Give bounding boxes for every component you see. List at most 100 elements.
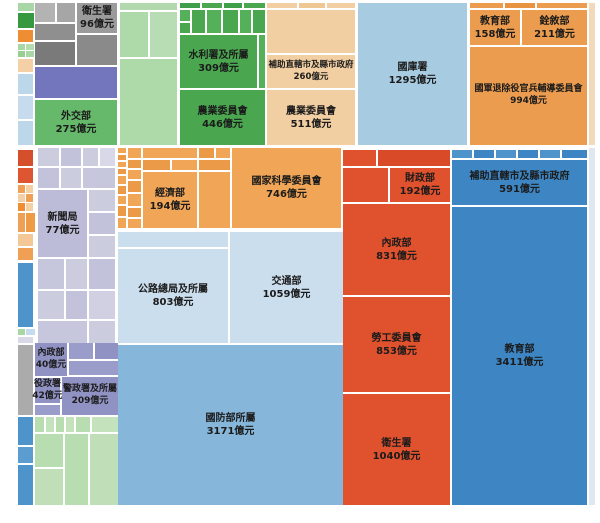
- treemap-cell[interactable]: [89, 236, 115, 257]
- treemap-cell[interactable]: [267, 3, 297, 8]
- treemap-cell[interactable]: [35, 405, 60, 415]
- treemap-cell-guoku-shu-1295[interactable]: 國庫署 1295億元: [358, 3, 467, 145]
- treemap-cell-quanxu-bu-211[interactable]: 銓敘部 211億元: [522, 10, 587, 45]
- treemap-cell[interactable]: [537, 3, 587, 8]
- treemap-cell[interactable]: [46, 417, 54, 432]
- treemap-cell[interactable]: [69, 343, 93, 359]
- treemap-cell[interactable]: [216, 148, 230, 158]
- treemap-cell[interactable]: [65, 434, 88, 505]
- treemap-cell[interactable]: [118, 196, 126, 204]
- treemap-cell[interactable]: [95, 343, 118, 359]
- treemap-cell[interactable]: [202, 3, 222, 8]
- treemap-cell[interactable]: [118, 218, 126, 228]
- treemap-cell[interactable]: [18, 185, 25, 193]
- treemap-cell[interactable]: [100, 148, 115, 166]
- treemap-cell[interactable]: [26, 194, 33, 202]
- treemap-cell[interactable]: [505, 3, 535, 8]
- treemap-cell[interactable]: [199, 160, 230, 170]
- treemap-cell[interactable]: [180, 10, 190, 21]
- treemap-cell[interactable]: [18, 3, 34, 11]
- treemap-cell[interactable]: [89, 213, 115, 234]
- treemap-cell[interactable]: [199, 148, 214, 158]
- treemap-cell[interactable]: [18, 150, 33, 166]
- treemap-cell[interactable]: [18, 96, 33, 119]
- treemap-cell-buzhu-xianshi-260[interactable]: 補助直轄市及縣市政府 260億元: [267, 55, 355, 88]
- treemap-cell[interactable]: [343, 168, 388, 202]
- treemap-cell[interactable]: [540, 150, 560, 158]
- treemap-cell[interactable]: [26, 213, 35, 232]
- treemap-cell[interactable]: [267, 10, 355, 53]
- treemap-cell-shuili-shu-309[interactable]: 水利署及所屬 309億元: [180, 35, 257, 88]
- treemap-cell[interactable]: [120, 12, 148, 57]
- treemap-cell[interactable]: [26, 51, 34, 57]
- treemap-cell[interactable]: [496, 150, 516, 158]
- treemap-cell[interactable]: [474, 150, 494, 158]
- treemap-cell[interactable]: [69, 361, 118, 375]
- treemap-cell[interactable]: [452, 150, 472, 158]
- treemap-cell[interactable]: [18, 248, 33, 260]
- treemap-cell[interactable]: [172, 160, 197, 170]
- treemap-cell[interactable]: [26, 44, 34, 50]
- treemap-cell[interactable]: [76, 417, 90, 432]
- treemap-cell[interactable]: [18, 51, 25, 57]
- treemap-cell-jingji-bu-194[interactable]: 經濟部 194億元: [143, 172, 197, 228]
- treemap-cell[interactable]: [83, 148, 98, 166]
- treemap-cell-laogong-weiyuanhui-853[interactable]: 勞工委員會 853億元: [343, 297, 450, 392]
- treemap-cell-gonglu-zongju-803[interactable]: 公路總局及所屬 803億元: [118, 249, 228, 343]
- treemap-cell[interactable]: [61, 148, 81, 166]
- treemap-cell-jingzheng-shu-209[interactable]: 警政署及所屬 209億元: [62, 377, 118, 415]
- treemap-cell[interactable]: [253, 10, 265, 33]
- treemap-cell[interactable]: [89, 259, 115, 289]
- treemap-cell[interactable]: [128, 181, 141, 192]
- treemap-cell[interactable]: [299, 3, 325, 8]
- treemap-cell-yizheng-shu-42[interactable]: 役政署 42億元: [32, 378, 63, 403]
- treemap-cell[interactable]: [38, 321, 87, 343]
- treemap-cell[interactable]: [199, 172, 230, 228]
- treemap-cell[interactable]: [89, 321, 115, 343]
- treemap-cell[interactable]: [77, 35, 117, 65]
- treemap-cell-guofang-bu-suoshu-3171[interactable]: 國防部所屬 3171億元: [118, 345, 343, 505]
- treemap-cell[interactable]: [35, 3, 55, 22]
- treemap-cell[interactable]: [92, 417, 118, 432]
- treemap-cell[interactable]: [470, 3, 503, 8]
- treemap-cell[interactable]: [150, 12, 177, 57]
- treemap-cell-caizheng-bu-192[interactable]: 財政部 192億元: [390, 168, 450, 202]
- treemap-cell[interactable]: [18, 194, 25, 202]
- treemap-cell[interactable]: [240, 10, 251, 33]
- treemap-cell-nongye-weiyuanhui-446[interactable]: 農業委員會 446億元: [180, 90, 265, 145]
- treemap-cell[interactable]: [35, 434, 63, 467]
- treemap-cell[interactable]: [18, 234, 33, 246]
- treemap-cell[interactable]: [180, 3, 200, 8]
- treemap-cell[interactable]: [18, 263, 33, 327]
- treemap-cell[interactable]: [128, 194, 141, 206]
- treemap-cell[interactable]: [35, 24, 75, 40]
- treemap-cell[interactable]: [128, 170, 141, 179]
- treemap-cell[interactable]: [143, 148, 197, 158]
- treemap-cell[interactable]: [18, 417, 33, 445]
- treemap-cell[interactable]: [18, 203, 25, 211]
- treemap-cell[interactable]: [589, 148, 595, 505]
- treemap-cell[interactable]: [18, 465, 33, 505]
- treemap-cell[interactable]: [18, 59, 33, 72]
- treemap-cell[interactable]: [38, 259, 64, 289]
- treemap-cell[interactable]: [118, 186, 126, 194]
- treemap-cell[interactable]: [18, 13, 34, 28]
- treemap-cell-neizheng-bu-40[interactable]: 內政部 40億元: [35, 343, 67, 376]
- treemap-cell-weisheng-shu-1040[interactable]: 衛生署 1040億元: [343, 394, 450, 505]
- treemap-cell[interactable]: [35, 469, 63, 505]
- treemap-cell[interactable]: [378, 150, 450, 166]
- treemap-cell[interactable]: [18, 329, 25, 335]
- treemap-cell[interactable]: [18, 337, 33, 343]
- treemap-cell[interactable]: [118, 176, 126, 184]
- treemap-cell[interactable]: [18, 30, 33, 42]
- treemap-cell[interactable]: [18, 44, 25, 50]
- treemap-cell[interactable]: [83, 168, 115, 188]
- treemap-cell[interactable]: [343, 150, 376, 166]
- treemap-cell[interactable]: [18, 168, 33, 183]
- treemap-cell[interactable]: [128, 160, 141, 168]
- treemap-cell[interactable]: [118, 232, 228, 247]
- treemap-cell[interactable]: [118, 148, 126, 153]
- treemap-cell[interactable]: [18, 345, 33, 415]
- treemap-cell[interactable]: [38, 291, 64, 319]
- treemap-cell[interactable]: [120, 59, 177, 145]
